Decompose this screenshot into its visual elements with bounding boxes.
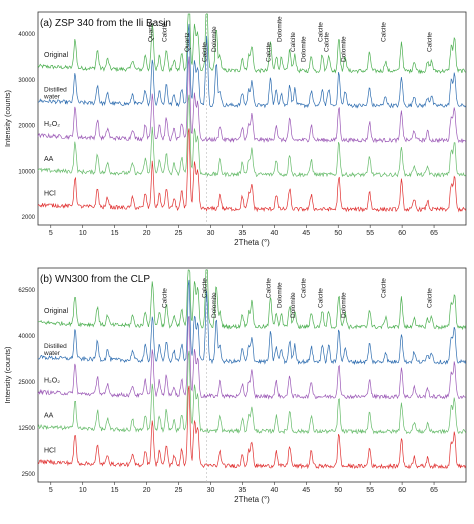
series-line-1 [38,269,467,331]
series-line-2 [37,23,466,109]
series-label: Original [44,52,69,59]
x-tick-label: 65 [430,487,438,494]
peak-label: Calcite [381,22,388,42]
x-tick-label: 20 [143,487,151,494]
y-tick-label: 12500 [18,426,35,432]
series-line-3 [37,56,466,144]
x-tick-label: 60 [398,230,406,237]
y-tick-label: 2500 [22,472,36,478]
x-tick-label: 10 [79,230,87,237]
y-tick-label: 25000 [18,380,35,386]
x-tick-label: 5 [49,487,53,494]
peak-label: Calcite [202,278,209,298]
peak-label: Dolomite [290,292,297,318]
series-line-4 [37,350,467,435]
series-label: HCl [44,447,56,454]
peak-label: Quartz [147,22,154,42]
series-line-1 [37,13,466,75]
x-axis-label: 2Theta (°) [234,495,270,504]
series-label: Distilled [44,87,67,94]
peak-label: Calcite [317,288,324,308]
y-axis-label: Intensity (counts) [3,89,12,147]
series-label: H₂O₂ [44,121,60,128]
series-line-4 [37,94,467,178]
peak-label: Calcite [161,22,168,42]
x-tick-label: 50 [334,230,342,237]
peak-label: Calcite [161,288,168,308]
peak-label: Dolomite [340,292,347,318]
peak-label: Calcite [324,32,331,52]
x-tick-label: 15 [111,487,119,494]
series-label: H₂O₂ [44,378,60,385]
y-tick-label: 2000 [22,215,36,221]
y-tick-label: 40000 [18,32,35,38]
peak-label: Dolomite [211,26,218,52]
peak-label: Calcite [202,42,209,62]
peak-label: Calcite [290,32,297,52]
x-tick-label: 35 [239,230,247,237]
peak-label: Quartz [184,32,191,52]
x-tick-label: 5 [49,230,53,237]
x-tick-label: 25 [175,230,183,237]
peak-label: Calcite [427,32,434,52]
series-line-5 [37,385,467,470]
series-label: water [43,350,61,357]
y-tick-label: 10000 [18,169,35,175]
y-tick-label: 40000 [18,334,35,340]
y-tick-label: 20000 [18,124,35,130]
x-tick-label: 55 [366,230,374,237]
series-label: water [43,94,61,101]
peak-label: Calcite [301,278,308,298]
x-tick-label: 15 [111,230,119,237]
panel-title: (b) WN300 from the CLP [40,274,150,285]
y-axis-label: Intensity (counts) [3,346,12,404]
x-tick-label: 60 [398,487,406,494]
peak-label: Calcite [266,42,273,62]
peak-label: Calcite [381,278,388,298]
x-tick-label: 65 [430,230,438,237]
x-axis-label: 2Theta (°) [234,238,270,247]
x-tick-label: 55 [366,487,374,494]
series-line-5 [37,128,467,213]
series-label: AA [44,413,54,420]
x-tick-label: 50 [334,487,342,494]
series-line-2 [37,279,467,366]
panel-title: (a) ZSP 340 from the Ili Basin [40,18,171,29]
peak-label: Calcite [427,288,434,308]
peak-label: Dolomite [276,16,283,42]
x-tick-label: 35 [239,487,247,494]
peak-label: Dolomite [276,282,283,308]
series-label: HCl [44,190,56,197]
x-tick-label: 30 [207,230,215,237]
x-tick-label: 20 [143,230,151,237]
x-tick-label: 40 [270,230,278,237]
x-tick-label: 10 [79,487,87,494]
peak-label: Calcite [317,22,324,42]
x-tick-label: 40 [270,487,278,494]
series-line-3 [37,315,466,400]
plot-frame [37,267,467,483]
peak-label: Dolomite [340,36,347,62]
y-tick-label: 30000 [18,78,35,84]
y-tick-label: 62500 [18,288,35,294]
series-label: AA [44,156,54,163]
peak-label: Dolomite [301,36,308,62]
x-tick-label: 25 [175,487,183,494]
peak-label: Calcite [266,278,273,298]
series-label: Original [44,308,69,315]
peak-label: Dolomite [211,292,218,318]
x-tick-label: 45 [302,230,310,237]
x-tick-label: 45 [302,487,310,494]
series-label: Distilled [44,343,67,350]
x-tick-label: 30 [207,487,215,494]
